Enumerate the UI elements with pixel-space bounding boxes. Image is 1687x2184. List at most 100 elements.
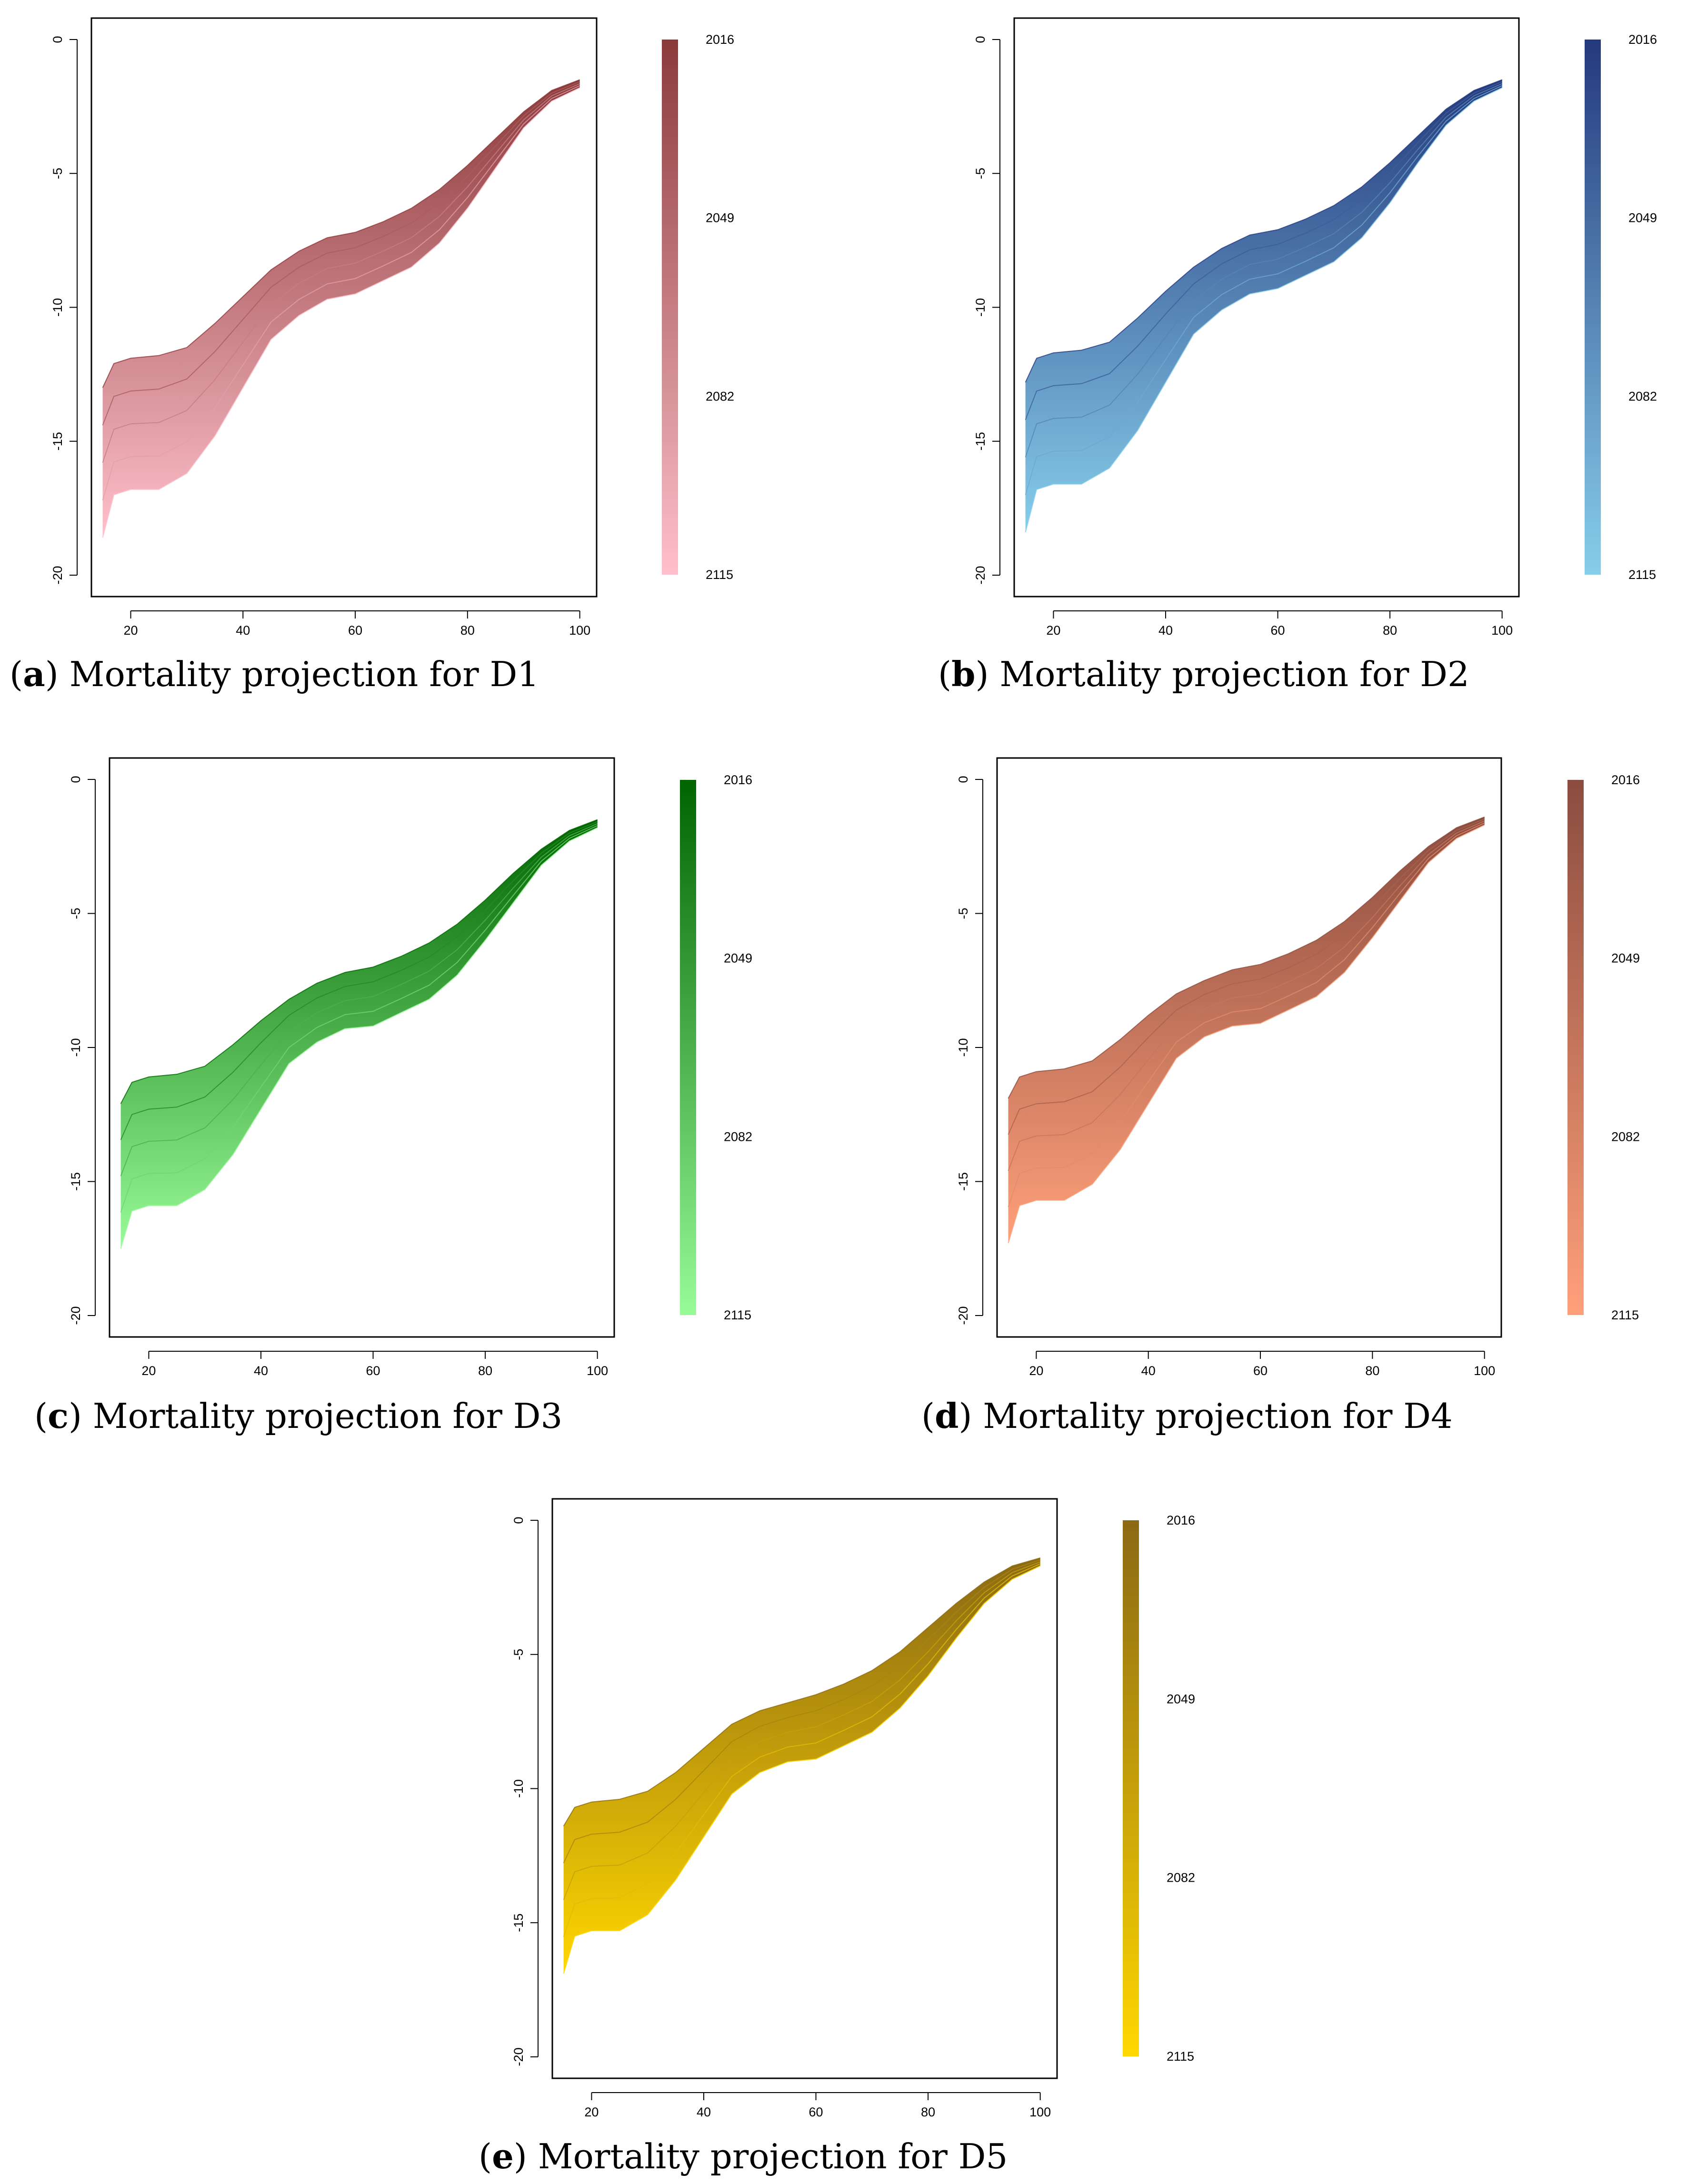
colorbar-label-b-3: 2115 (1628, 568, 1656, 582)
year-curve-d-3 (1008, 822, 1485, 1207)
x-tick-label-c-0: 20 (141, 1364, 156, 1378)
x-tick-label-c-2: 60 (366, 1364, 380, 1378)
caption-text-d: Mortality projection for D4 (983, 1396, 1453, 1436)
projection-band-b (1025, 80, 1502, 532)
x-tick-label-d-1: 40 (1141, 1364, 1156, 1378)
colorbar-label-c-0: 2016 (724, 773, 752, 787)
x-tick-label-d-4: 100 (1474, 1364, 1495, 1378)
year-curve-b-1 (1025, 81, 1503, 420)
y-tick-label-e-1: -5 (511, 1649, 526, 1660)
y-tick-label-d-2: -10 (956, 1038, 970, 1057)
x-tick-label-a-0: 20 (123, 623, 138, 638)
caption-label-a: a (23, 654, 45, 694)
y-tick-label-d-4: -20 (956, 1306, 970, 1325)
colorbar-d (1567, 780, 1584, 1315)
caption-label-e: e (492, 2136, 514, 2176)
year-curve-a-0 (102, 79, 580, 388)
y-tick-label-c-4: -20 (69, 1306, 83, 1325)
caption-b: (b) Mortality projection for D2 (938, 654, 1469, 694)
year-curve-a-1 (102, 81, 580, 426)
x-tick-label-e-3: 80 (921, 2105, 935, 2119)
chart-panel-e: 20 40 60 80 100 0 -5 -10 -15 -20 2016 2049 2082 2115 (511, 1498, 1195, 2119)
x-tick-label-a-1: 40 (236, 623, 250, 638)
y-tick-label-a-2: -10 (50, 298, 65, 317)
x-tick-label-a-4: 100 (569, 623, 590, 638)
colorbar-label-d-2: 2082 (1611, 1129, 1640, 1144)
chart-panel-d: 20 40 60 80 100 0 -5 -10 -15 -20 2016 2049 2082 2115 (956, 757, 1640, 1378)
y-tick-label-e-4: -20 (511, 2047, 526, 2066)
caption-d: (d) Mortality projection for D4 (921, 1396, 1453, 1436)
year-curve-e-2 (563, 1561, 1041, 1900)
y-tick-label-a-4: -20 (50, 566, 65, 584)
year-curve-c-4 (120, 827, 598, 1249)
colorbar-label-c-2: 2082 (724, 1129, 752, 1144)
y-tick-label-c-3: -15 (69, 1172, 83, 1191)
colorbar-label-d-0: 2016 (1611, 773, 1640, 787)
x-tick-label-c-3: 80 (478, 1364, 492, 1378)
plot-frame-b (1013, 17, 1520, 598)
x-tick-label-e-4: 100 (1029, 2105, 1051, 2119)
year-curve-e-3 (563, 1563, 1041, 1937)
y-tick-label-d-1: -5 (956, 908, 970, 919)
y-tick-label-a-3: -15 (50, 432, 65, 450)
y-tick-label-b-0: 0 (973, 36, 988, 43)
colorbar-label-b-1: 2049 (1628, 211, 1657, 225)
colorbar-label-b-0: 2016 (1628, 32, 1657, 47)
plot-frame-a (90, 17, 598, 598)
colorbar-label-c-1: 2049 (724, 951, 752, 966)
caption-label-b: b (951, 654, 976, 694)
year-curve-d-0 (1008, 816, 1485, 1099)
year-curve-a-3 (102, 85, 580, 500)
year-curve-d-1 (1008, 818, 1485, 1135)
colorbar-label-e-1: 2049 (1167, 1692, 1195, 1706)
colorbar-label-e-0: 2016 (1167, 1513, 1195, 1527)
x-tick-label-b-4: 100 (1491, 623, 1513, 638)
y-tick-label-e-2: -10 (511, 1779, 526, 1798)
x-tick-label-e-1: 40 (697, 2105, 711, 2119)
y-tick-label-c-0: 0 (69, 776, 83, 783)
y-tick-label-d-0: 0 (956, 776, 970, 783)
plot-frame-c (109, 757, 615, 1338)
x-tick-label-c-4: 100 (587, 1364, 608, 1378)
year-curve-b-2 (1025, 83, 1503, 458)
colorbar-label-a-1: 2049 (706, 211, 734, 225)
x-tick-label-d-2: 60 (1253, 1364, 1268, 1378)
colorbar-label-e-3: 2115 (1167, 2049, 1194, 2064)
colorbar-e (1123, 1520, 1139, 2056)
year-curve-c-0 (120, 819, 598, 1104)
y-tick-label-b-4: -20 (973, 566, 988, 584)
projection-band-d (1008, 817, 1485, 1243)
x-tick-label-a-2: 60 (348, 623, 362, 638)
year-curve-b-4 (1025, 87, 1503, 533)
projection-band-e (563, 1558, 1040, 1974)
x-tick-label-b-2: 60 (1271, 623, 1285, 638)
x-tick-label-a-3: 80 (460, 623, 475, 638)
y-tick-label-a-0: 0 (50, 36, 65, 43)
colorbar-label-d-1: 2049 (1611, 951, 1640, 966)
year-curve-b-0 (1025, 79, 1503, 383)
y-tick-label-a-1: -5 (50, 168, 65, 179)
x-tick-label-b-1: 40 (1158, 623, 1173, 638)
colorbar-a (662, 40, 678, 575)
y-tick-label-c-2: -10 (69, 1038, 83, 1057)
y-tick-label-e-3: -15 (511, 1914, 526, 1932)
caption-label-c: c (48, 1396, 69, 1436)
y-tick-label-e-0: 0 (511, 1517, 526, 1524)
year-curve-e-4 (563, 1565, 1041, 1974)
x-tick-label-b-3: 80 (1383, 623, 1397, 638)
caption-a: (a) Mortality projection for D1 (10, 654, 539, 694)
caption-text-b: Mortality projection for D2 (999, 654, 1469, 694)
y-tick-label-b-2: -10 (973, 298, 988, 317)
y-tick-label-c-1: -5 (69, 908, 83, 919)
x-tick-label-d-0: 20 (1029, 1364, 1043, 1378)
year-curve-e-1 (563, 1559, 1041, 1864)
colorbar-label-a-0: 2016 (706, 32, 734, 47)
year-curve-d-4 (1008, 824, 1485, 1244)
chart-panel-c: 20 40 60 80 100 0 -5 -10 -15 -20 2016 2049 2082 2115 (69, 757, 752, 1378)
x-tick-label-e-2: 60 (809, 2105, 823, 2119)
caption-text-e: Mortality projection for D5 (538, 2136, 1008, 2176)
x-tick-label-e-0: 20 (584, 2105, 599, 2119)
year-curve-c-3 (120, 825, 598, 1213)
colorbar-label-d-3: 2115 (1611, 1308, 1639, 1322)
